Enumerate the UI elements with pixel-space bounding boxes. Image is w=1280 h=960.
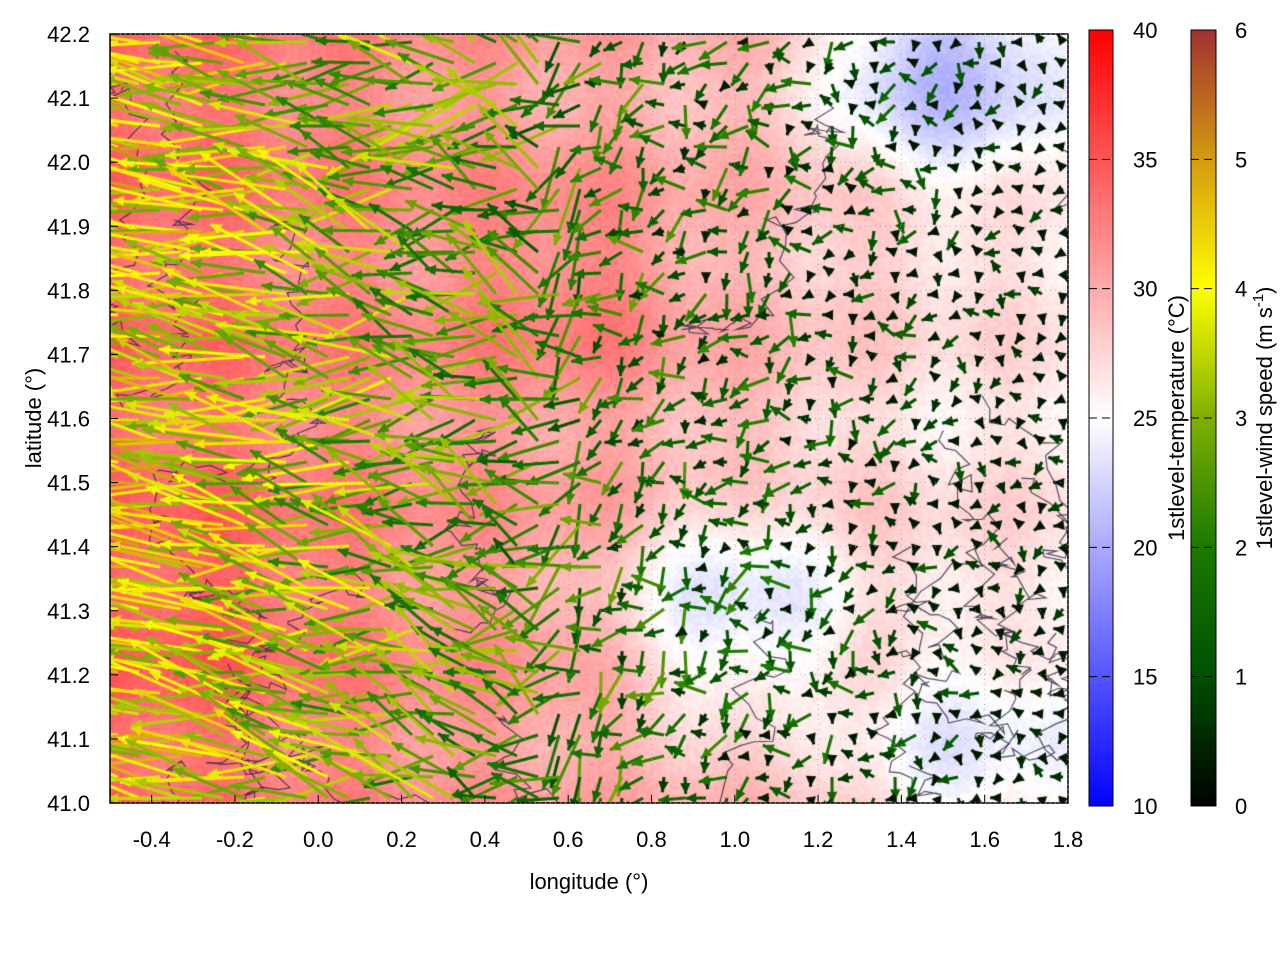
colorbar-tick-label: 5 — [1235, 147, 1247, 172]
y-tick-label: 41.0 — [47, 791, 90, 816]
wind-colorbar-label: 1stlevel-wind speed (m s-1) — [1250, 287, 1277, 550]
y-tick-label: 41.7 — [47, 342, 90, 367]
colorbar-tick-label: 20 — [1133, 535, 1157, 560]
x-tick-label: 0.0 — [303, 827, 334, 852]
y-tick-label: 42.2 — [47, 22, 90, 47]
x-tick-label: 0.4 — [470, 827, 501, 852]
x-tick-label: 1.6 — [969, 827, 1000, 852]
colorbar-tick-label: 3 — [1235, 406, 1247, 431]
colorbar-tick-label: 6 — [1235, 18, 1247, 43]
temperature-colorbar-label: 1stlevel-temperature (°C) — [1164, 295, 1189, 541]
x-tick-label: 0.2 — [386, 827, 417, 852]
y-tick-label: 41.1 — [47, 727, 90, 752]
y-tick-label: 41.3 — [47, 599, 90, 624]
colorbar-tick-label: 4 — [1235, 277, 1247, 302]
colorbar-tick-label: 35 — [1133, 147, 1157, 172]
x-tick-label: 0.6 — [553, 827, 584, 852]
y-tick-label: 41.2 — [47, 663, 90, 688]
x-tick-label: -0.4 — [133, 827, 171, 852]
y-tick-label: 41.4 — [47, 535, 90, 560]
colorbar-tick-label: 0 — [1235, 794, 1247, 819]
colorbar-tick-label: 15 — [1133, 665, 1157, 690]
colorbar-tick-label: 10 — [1133, 794, 1157, 819]
colorbar-tick-label: 40 — [1133, 18, 1157, 43]
x-tick-label: -0.2 — [216, 827, 254, 852]
x-axis-label: longitude (°) — [530, 869, 649, 894]
plot-border — [109, 33, 1069, 804]
x-tick-label: 1.4 — [886, 827, 917, 852]
y-tick-label: 41.8 — [47, 278, 90, 303]
x-tick-label: 0.8 — [636, 827, 667, 852]
colorbar-tick-label: 30 — [1133, 277, 1157, 302]
y-tick-label: 41.6 — [47, 407, 90, 432]
y-tick-label: 41.5 — [47, 471, 90, 496]
colorbar-tick-label: 1 — [1235, 665, 1247, 690]
colorbar-tick-label: 25 — [1133, 406, 1157, 431]
x-tick-label: 1.0 — [719, 827, 750, 852]
y-tick-label: 42.0 — [47, 150, 90, 175]
y-tick-label: 41.9 — [47, 214, 90, 239]
temperature-wind-field — [110, 34, 1068, 803]
colorbar-tick-label: 2 — [1235, 535, 1247, 560]
y-axis-label: latitude (°) — [21, 368, 46, 469]
x-tick-label: 1.2 — [803, 827, 834, 852]
y-tick-label: 42.1 — [47, 86, 90, 111]
x-tick-label: 1.8 — [1053, 827, 1084, 852]
